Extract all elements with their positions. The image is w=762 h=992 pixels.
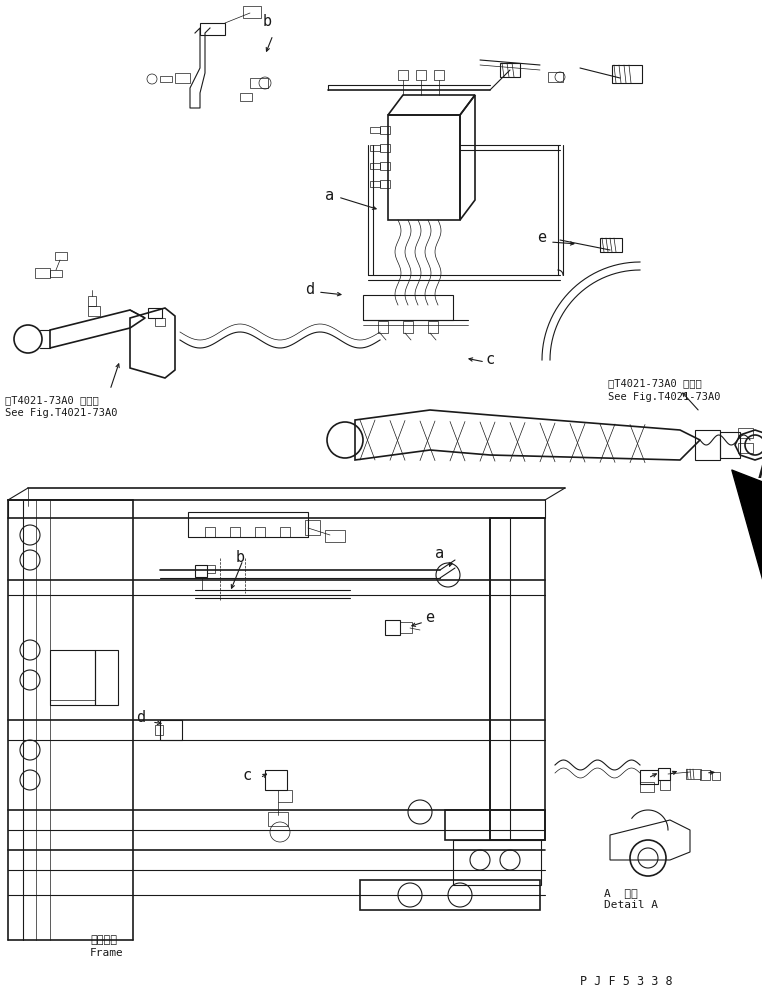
Bar — [160, 76, 172, 82]
Bar — [230, 527, 240, 537]
Bar — [88, 296, 96, 306]
Text: A  詳細: A 詳細 — [604, 888, 638, 898]
Bar — [325, 530, 345, 542]
Bar — [155, 318, 165, 326]
Bar — [250, 78, 268, 88]
Text: c: c — [243, 768, 252, 783]
Bar — [686, 769, 701, 779]
Bar — [200, 23, 225, 35]
Bar — [88, 306, 100, 316]
Bar — [370, 181, 380, 187]
Text: c: c — [485, 352, 495, 367]
Bar — [398, 70, 408, 80]
Bar — [278, 790, 292, 802]
Text: a: a — [325, 187, 335, 202]
Bar — [363, 295, 453, 320]
Bar — [50, 270, 62, 277]
Bar — [712, 772, 720, 780]
Text: b: b — [236, 550, 245, 564]
Bar — [640, 782, 654, 792]
Bar — [265, 770, 287, 790]
Text: Frame: Frame — [90, 948, 123, 958]
Bar — [416, 70, 426, 80]
Bar — [720, 432, 740, 458]
Bar — [305, 520, 320, 535]
Bar — [445, 810, 545, 840]
Bar — [243, 6, 261, 18]
Bar — [268, 812, 288, 826]
Text: 第T4021-73A0 図参照: 第T4021-73A0 図参照 — [608, 378, 702, 388]
Text: P J F 5 3 3 8: P J F 5 3 3 8 — [580, 975, 673, 988]
Bar — [195, 565, 207, 577]
Text: 第T4021-73A0 図参照: 第T4021-73A0 図参照 — [5, 395, 99, 405]
Text: b: b — [262, 15, 271, 30]
Bar — [403, 321, 413, 333]
Bar — [148, 308, 162, 318]
Bar — [385, 620, 400, 635]
Bar — [240, 93, 252, 101]
Text: See Fig.T4021-73A0: See Fig.T4021-73A0 — [5, 408, 117, 418]
Text: a: a — [435, 546, 444, 560]
Bar — [160, 720, 182, 740]
Text: Detail A: Detail A — [604, 900, 658, 910]
Bar — [400, 622, 412, 633]
Bar — [370, 145, 380, 151]
Bar — [434, 70, 444, 80]
Bar — [695, 430, 720, 460]
Bar — [380, 144, 390, 152]
Bar — [207, 565, 215, 573]
Text: d: d — [306, 283, 315, 298]
Bar — [35, 268, 50, 278]
Bar — [370, 163, 380, 169]
Bar — [255, 527, 265, 537]
Bar — [738, 428, 753, 438]
Bar — [500, 63, 520, 77]
Bar — [360, 880, 540, 910]
Bar — [370, 127, 380, 133]
Bar — [660, 780, 670, 790]
Bar — [612, 65, 642, 83]
Text: A: A — [758, 462, 762, 481]
Bar — [380, 126, 390, 134]
Bar — [378, 321, 388, 333]
Text: See Fig.T4021-73A0: See Fig.T4021-73A0 — [608, 392, 721, 402]
Bar — [380, 180, 390, 188]
Bar — [205, 527, 215, 537]
Bar — [700, 770, 710, 780]
Text: e: e — [425, 610, 434, 626]
Text: フレーム: フレーム — [90, 935, 117, 945]
Text: e: e — [537, 230, 546, 245]
Bar — [380, 162, 390, 170]
Bar — [428, 321, 438, 333]
Bar — [658, 768, 670, 780]
Bar — [55, 252, 67, 260]
Bar — [738, 443, 753, 453]
Bar — [640, 770, 658, 784]
Bar — [280, 527, 290, 537]
Text: d: d — [136, 710, 145, 725]
Bar — [175, 73, 190, 83]
Bar — [155, 725, 163, 735]
Bar — [548, 72, 563, 82]
Bar — [600, 238, 622, 252]
Bar — [490, 518, 545, 840]
Bar — [50, 650, 95, 705]
Bar — [188, 512, 308, 537]
Bar — [453, 840, 541, 885]
